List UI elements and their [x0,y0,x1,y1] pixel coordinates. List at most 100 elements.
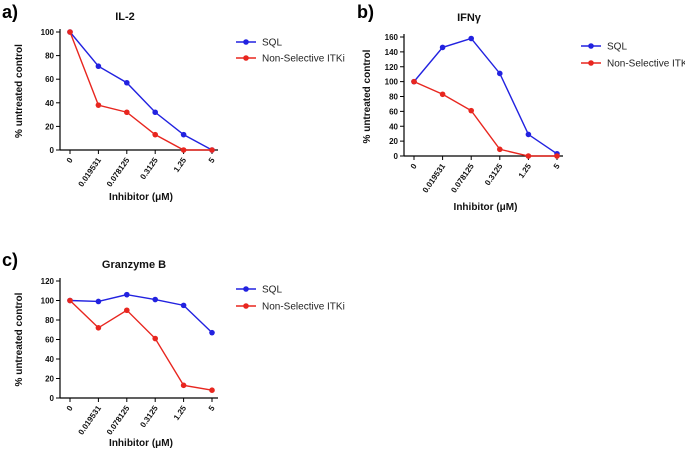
x-tick-label: 5 [552,162,562,171]
legend-marker [243,286,249,292]
y-tick-label: 120 [41,277,55,286]
y-tick-label: 120 [385,63,399,72]
y-tick-label: 20 [45,375,54,384]
x-tick-label: 0 [65,156,75,165]
data-point [497,70,503,77]
y-tick-label: 0 [394,152,399,161]
data-point [209,329,215,336]
x-tick-label: 0.3125 [138,156,160,182]
data-point [180,147,187,153]
data-point [439,91,446,98]
y-tick-label: 40 [45,99,54,108]
y-tick-label: 60 [45,75,54,84]
legend-label: SQL [262,38,282,49]
x-tick-label: 0.019531 [77,404,104,437]
data-point [180,302,187,309]
x-axis-label: Inhibitor (μM) [109,192,173,203]
data-point [124,109,130,116]
y-tick-label: 40 [45,355,54,364]
legend-marker [243,39,249,45]
x-tick-label: 0.019531 [77,156,104,189]
data-point [124,79,130,86]
legend-label: SQL [262,285,282,296]
x-tick-label: 1.25 [172,156,189,174]
x-tick-label: 5 [207,156,217,165]
data-point [497,146,503,153]
data-point [180,382,187,389]
legend-marker [243,55,249,61]
data-point [525,131,532,138]
x-tick-label: 0.3125 [483,162,505,188]
chart-title: IL-2 [115,11,135,23]
x-tick-label: 1.25 [172,404,189,422]
panel-label-b: b) [357,2,374,22]
data-point [554,153,560,159]
data-point [152,335,158,342]
y-tick-label: 80 [45,52,54,61]
series-line [69,31,213,151]
data-point [209,387,215,394]
series-line [69,293,213,334]
legend-label: Non-Selective ITKi [607,59,685,70]
y-tick-label: 0 [50,394,55,403]
y-axis-label: % untreated control [14,44,25,138]
series-line [413,37,558,155]
series-line [69,31,212,151]
y-axis-label: % untreated control [362,49,373,143]
y-tick-label: 140 [385,48,399,57]
data-point [152,109,158,116]
y-tick-label: 20 [45,122,54,131]
data-point [180,131,187,138]
legend-label: SQL [607,42,627,53]
x-tick-label: 0.078125 [105,156,132,189]
y-tick-label: 40 [389,122,398,131]
y-tick-label: 100 [385,78,399,87]
legend-marker [243,303,249,309]
x-axis-label: Inhibitor (μM) [109,438,173,449]
x-tick-label: 0 [409,162,419,171]
data-point [439,44,446,51]
data-point [124,307,130,314]
chart-title: IFNγ [457,12,482,24]
data-point [95,102,102,108]
data-point [95,325,102,331]
chart-title: Granzyme B [102,259,166,271]
panel-label-c: c) [2,250,18,270]
data-point [468,107,475,114]
y-tick-label: 80 [389,93,398,102]
y-tick-label: 20 [389,137,398,146]
legend-marker [588,60,594,66]
x-tick-label: 0 [65,404,75,413]
data-point [411,78,417,85]
legend-label: Non-Selective ITKi [262,54,345,65]
y-tick-label: 100 [41,297,55,306]
data-point [152,296,158,303]
x-tick-label: 0.078125 [105,404,132,437]
x-tick-label: 0.078125 [449,162,476,195]
panel-label-a: a) [2,2,18,22]
legend-marker [588,43,594,49]
data-point [67,297,73,304]
x-tick-label: 0.3125 [138,404,160,430]
legend-label: Non-Selective ITKi [262,302,345,313]
y-tick-label: 0 [50,146,55,155]
x-tick-label: 0.019531 [421,162,448,195]
data-point [209,147,215,153]
series-line [413,80,557,157]
y-tick-label: 60 [389,107,398,116]
y-tick-label: 100 [41,28,55,37]
x-tick-label: 1.25 [517,162,534,180]
data-point [67,29,73,35]
y-tick-label: 160 [385,33,399,42]
data-point [95,298,102,305]
data-point [124,291,130,298]
y-tick-label: 80 [45,316,54,325]
data-point [525,153,532,159]
data-point [95,63,102,70]
data-point [152,131,158,138]
x-axis-label: Inhibitor (μM) [454,202,518,213]
